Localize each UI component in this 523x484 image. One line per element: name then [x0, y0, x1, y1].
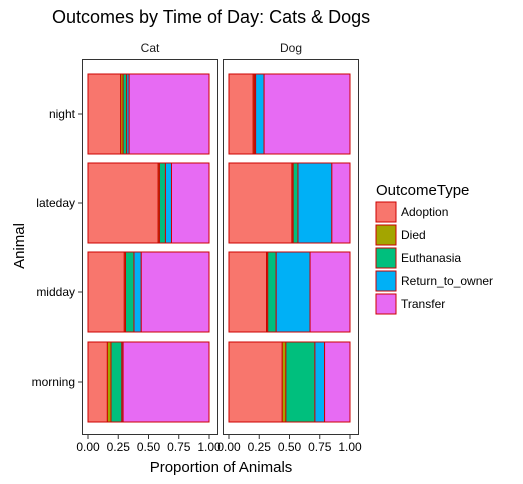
- panel-cat: Cat 0.00 0.25 0.50 0.75 1.00: [76, 37, 221, 454]
- bar-dog-morning-return-to-owner: [314, 341, 326, 423]
- bar-dog-night-return-to-owner: [255, 73, 265, 155]
- x-tick-label: 0.50: [137, 440, 161, 454]
- legend: OutcomeType Adoption Died Euthanasia Return…: [375, 182, 493, 315]
- y-tick-label-night: night: [49, 107, 76, 121]
- bar-dog-midday-adoption: [228, 251, 268, 333]
- legend-key-adoption: [375, 201, 397, 223]
- bar-dog-midday-euthanasia: [267, 251, 277, 333]
- bar-dog-morning-adoption: [228, 341, 283, 423]
- bar-dog-morning-transfer: [324, 341, 351, 423]
- legend-key-transfer: [375, 293, 397, 315]
- bar-cat-morning-adoption: [87, 341, 108, 423]
- bar-cat-lateday-euthanasia: [158, 162, 166, 244]
- x-tick-label: 0.00: [217, 440, 241, 454]
- bar-cat-morning-transfer: [122, 341, 210, 423]
- bar-dog-lateday-return-to-owner: [297, 162, 333, 244]
- y-tick-label-midday: midday: [36, 285, 75, 299]
- bar-cat-night-transfer: [128, 73, 210, 155]
- chart-title: Outcomes by Time of Day: Cats & Dogs: [52, 7, 370, 27]
- bar-cat-lateday-adoption: [87, 162, 159, 244]
- bar-dog-morning-died: [281, 341, 287, 423]
- legend-label-euthanasia: Euthanasia: [401, 251, 461, 265]
- legend-label-transfer: Transfer: [401, 297, 445, 311]
- strip-background: [82, 37, 218, 59]
- x-tick-label: 1.00: [197, 440, 221, 454]
- legend-label-adoption: Adoption: [401, 205, 448, 219]
- x-tick-label: 0.50: [278, 440, 302, 454]
- panel-dog: Dog 0.00 0.25 0.50 0.75 1.00: [217, 37, 362, 454]
- legend-label-died: Died: [401, 228, 426, 242]
- y-tick-label-morning: morning: [32, 375, 75, 389]
- bar-cat-midday-euthanasia: [125, 251, 135, 333]
- bar-cat-lateday-return-to-owner: [164, 162, 172, 244]
- x-axis-title: Proportion of Animals: [150, 459, 293, 476]
- strip-background: [223, 37, 359, 59]
- x-tick-label: 0.25: [248, 440, 272, 454]
- y-tick-label-lateday: lateday: [36, 196, 75, 210]
- bar-cat-midday-return-to-owner: [133, 251, 142, 333]
- x-tick-label: 0.00: [76, 440, 100, 454]
- bar-cat-morning-died: [106, 341, 112, 423]
- facet-label-cat: Cat: [141, 41, 160, 55]
- legend-label-return-to-owner: Return_to_owner: [401, 274, 493, 288]
- bar-dog-midday-transfer: [309, 251, 351, 333]
- legend-key-return-to-owner: [375, 270, 397, 292]
- legend-key-died: [375, 224, 397, 246]
- bar-cat-morning-euthanasia: [110, 341, 123, 423]
- bar-dog-lateday-transfer: [331, 162, 351, 244]
- bar-cat-midday-transfer: [140, 251, 210, 333]
- legend-title: OutcomeType: [376, 182, 469, 199]
- bar-cat-lateday-transfer: [170, 162, 210, 244]
- facet-label-dog: Dog: [280, 41, 302, 55]
- bar-cat-night-adoption: [87, 73, 122, 155]
- x-tick-label: 0.25: [107, 440, 131, 454]
- bar-dog-midday-return-to-owner: [275, 251, 311, 333]
- x-tick-label: 0.75: [308, 440, 332, 454]
- bar-cat-midday-adoption: [87, 251, 125, 333]
- bar-dog-night-adoption: [228, 73, 254, 155]
- bar-dog-lateday-euthanasia: [292, 162, 299, 244]
- bar-dog-lateday-adoption: [228, 162, 293, 244]
- x-tick-label: 1.00: [338, 440, 362, 454]
- bar-cat-night-euthanasia: [122, 73, 128, 155]
- x-tick-label: 0.75: [167, 440, 191, 454]
- y-axis-ticks: night lateday midday morning: [32, 107, 82, 389]
- bar-dog-night-transfer: [263, 73, 351, 155]
- facet-panels: Cat 0.00 0.25 0.50 0.75 1.00 Dog 0.00 0.25 0.50 0.…: [76, 37, 362, 454]
- legend-key-euthanasia: [375, 247, 397, 269]
- y-axis-title: Animal: [11, 223, 28, 269]
- bar-dog-morning-euthanasia: [285, 341, 316, 423]
